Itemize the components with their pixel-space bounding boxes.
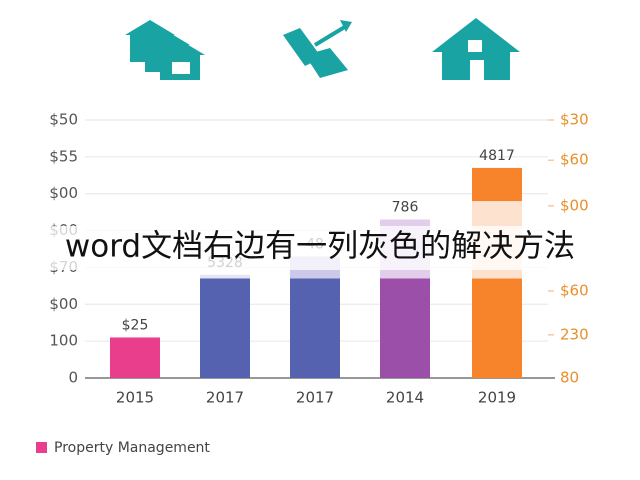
- x-tick-label: 2015: [116, 389, 154, 407]
- y-tick-label: $55: [49, 147, 78, 165]
- x-tick-label: 2017: [206, 389, 244, 407]
- x-tick-label: 2017: [296, 389, 334, 407]
- overlay-text: word文档右边有一列灰色的解决方法: [65, 229, 575, 265]
- y-tick-label: 100: [49, 332, 78, 350]
- icon-houses: [125, 20, 205, 80]
- y2-tick-label: $60: [560, 282, 589, 300]
- y2-tick-label: 80: [560, 369, 579, 387]
- icon-home: [432, 18, 520, 80]
- y-tick-label: 0: [68, 369, 78, 387]
- bar-label: 4817: [479, 148, 515, 164]
- bar-segment: [200, 274, 250, 279]
- legend-label: Property Management: [54, 440, 210, 456]
- y-tick-label: $50: [49, 111, 78, 129]
- bar-label: 786: [392, 200, 419, 216]
- bar-segment: [472, 167, 522, 202]
- x-tick-label: 2014: [386, 389, 424, 407]
- bar-segment: [472, 278, 522, 378]
- y-tick-label: $00: [49, 184, 78, 202]
- overlay-band: [0, 226, 640, 270]
- bar-label: $25: [122, 317, 149, 333]
- icon-satellite: [283, 20, 352, 78]
- x-tick-label: 2019: [478, 389, 516, 407]
- legend-swatch: [36, 442, 47, 453]
- bar-segment: [290, 278, 340, 378]
- y-tick-label: $00: [49, 295, 78, 313]
- y2-tick-label: $30: [560, 111, 589, 129]
- bar-segment: [200, 278, 250, 378]
- bar-segment: [110, 337, 160, 378]
- bar-segment: [380, 278, 430, 378]
- y2-tick-label: 230: [560, 325, 589, 343]
- y2-tick-label: $60: [560, 151, 589, 169]
- y2-tick-label: $00: [560, 196, 589, 214]
